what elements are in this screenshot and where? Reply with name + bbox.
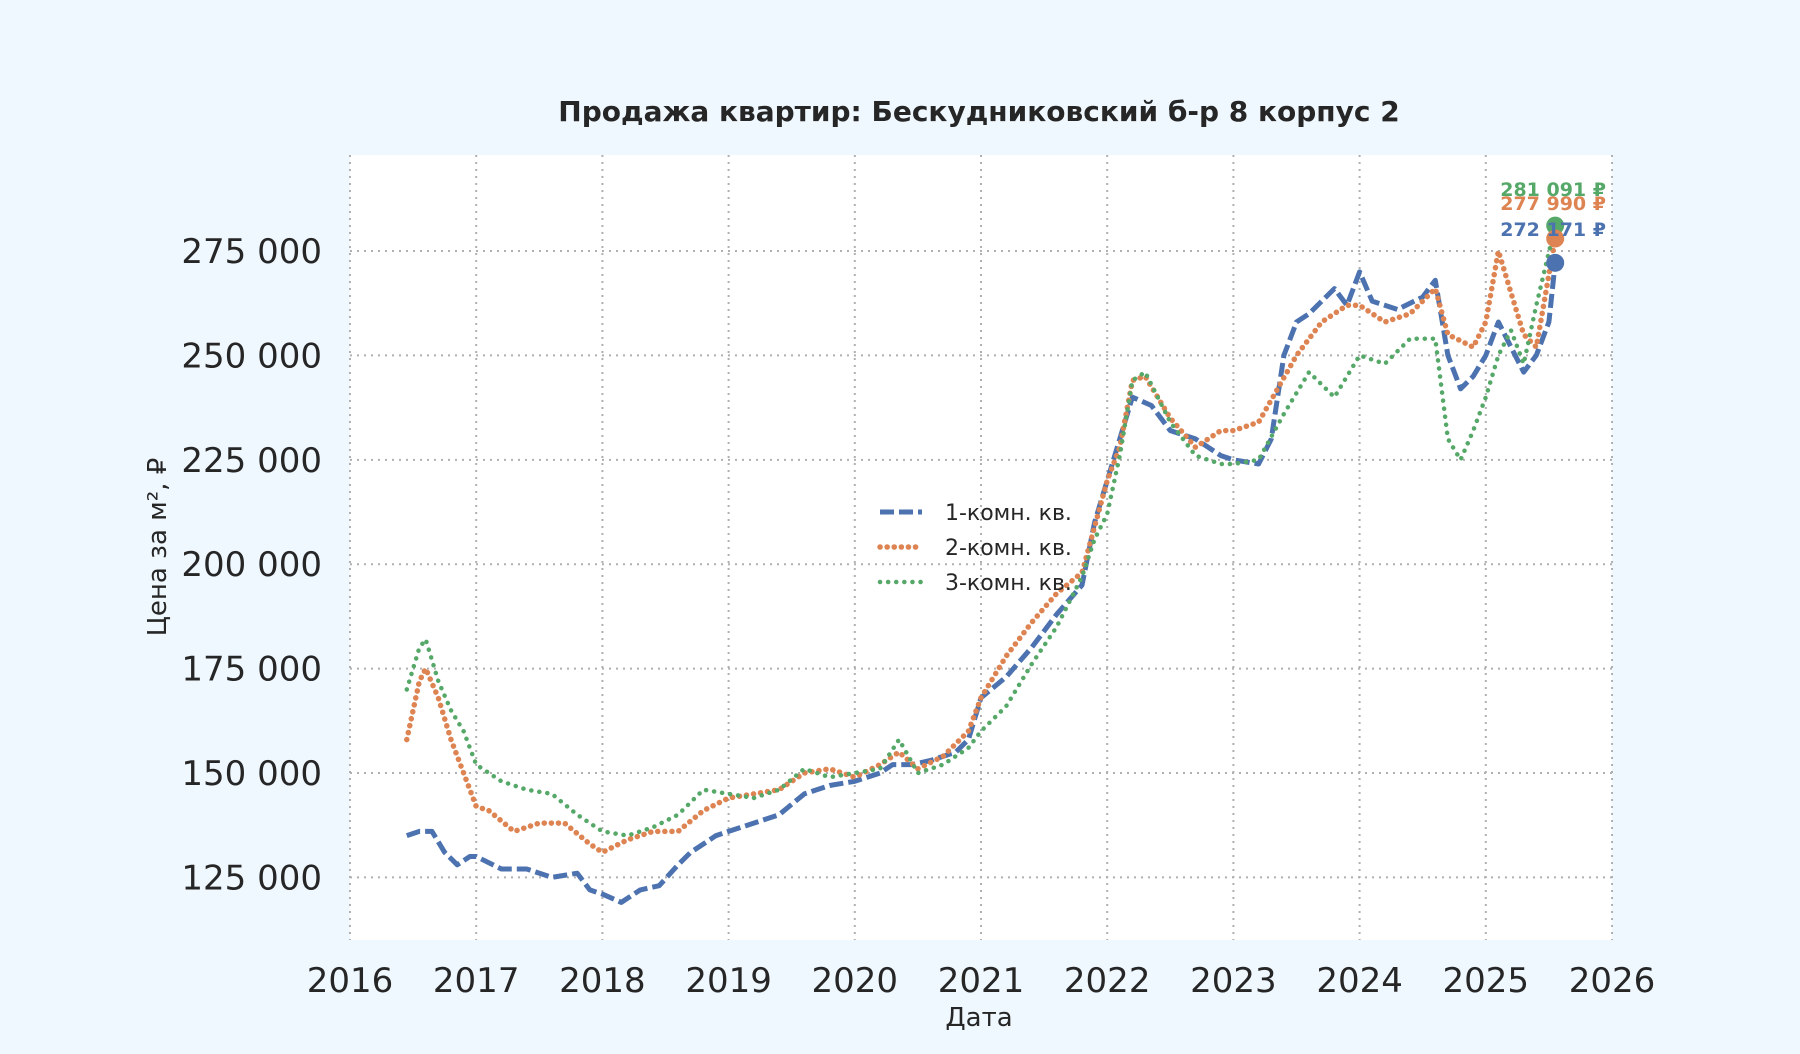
legend-label: 3-комн. кв. (945, 571, 1072, 596)
x-tick-label: 2025 (1443, 961, 1530, 1001)
end-marker (1546, 253, 1565, 272)
y-tick-label: 250 000 (181, 336, 322, 376)
end-value-label: 272 171 ₽ (1500, 219, 1606, 241)
series-line-1-room (406, 262, 1558, 905)
y-tick-label: 175 000 (181, 650, 322, 690)
y-tick-label: 225 000 (181, 441, 322, 481)
series-line-3-room (404, 223, 1558, 838)
y-tick-label: 150 000 (181, 754, 322, 794)
x-tick-label: 2026 (1569, 961, 1656, 1001)
x-tick-label: 2021 (938, 961, 1025, 1001)
x-tick-label: 2023 (1190, 961, 1277, 1001)
x-tick-label: 2018 (559, 961, 646, 1001)
grid-lines (349, 155, 1613, 940)
legend-label: 1-комн. кв. (945, 501, 1072, 526)
x-axis-ticks: 2016 2017 2018 2019 2020 2021 2022 2023 2024 2025… (307, 961, 1656, 1001)
x-tick-label: 2022 (1064, 961, 1151, 1001)
x-tick-label: 2019 (685, 961, 772, 1001)
x-tick-label: 2024 (1316, 961, 1403, 1001)
end-markers: 281 091 ₽277 990 ₽ 272 171 ₽ (1500, 179, 1606, 272)
chart-title: Продажа квартир: Бескудниковский б-р 8 к… (558, 95, 1399, 128)
x-tick-label: 2016 (307, 961, 394, 1001)
y-tick-label: 275 000 (181, 232, 322, 272)
end-value-label: 277 990 ₽ (1500, 193, 1606, 215)
y-axis-label: Цена за м², ₽ (143, 458, 173, 637)
legend-label: 2-комн. кв. (945, 536, 1072, 561)
y-axis-ticks: 125 000 150 000 175 000 200 000 225 000 250 0… (181, 232, 322, 898)
end-value-label: 281 091 ₽ (1500, 179, 1606, 201)
legend: 1-комн. кв. 2-комн. кв. 3-комн. кв. (877, 501, 1072, 596)
x-tick-label: 2020 (812, 961, 899, 1001)
series-line-2-room (404, 235, 1558, 856)
x-tick-label: 2017 (433, 961, 520, 1001)
end-marker (1546, 229, 1565, 248)
series-lines (404, 223, 1558, 905)
y-tick-label: 200 000 (181, 545, 322, 585)
x-axis-label: Дата (945, 1003, 1012, 1033)
y-tick-label: 125 000 (181, 858, 322, 898)
end-marker (1546, 216, 1565, 235)
